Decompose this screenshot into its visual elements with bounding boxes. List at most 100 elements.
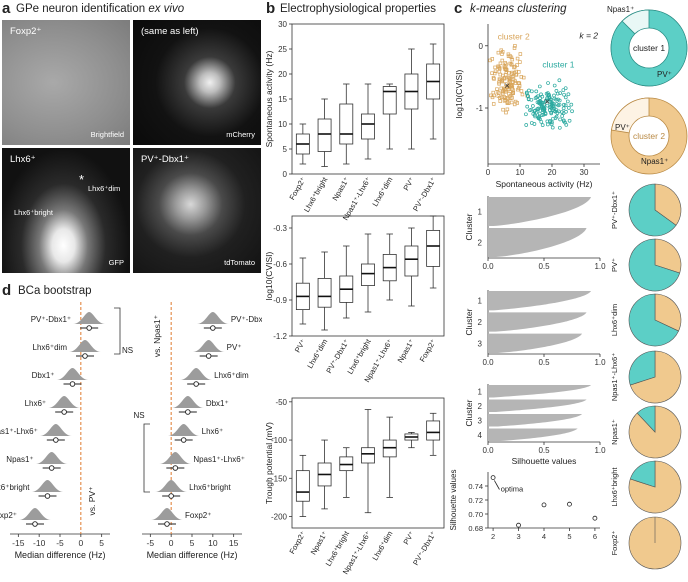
pie-label: Foxp2⁺ bbox=[610, 531, 619, 556]
y-tick-label: 30 bbox=[278, 20, 287, 29]
pie-label: Lhx6⁺dim bbox=[610, 304, 619, 336]
cluster1-point bbox=[553, 116, 558, 120]
row-label: Lhx6⁺bright bbox=[0, 483, 30, 492]
cluster1-point bbox=[555, 111, 560, 115]
pie-label: PV⁺ bbox=[610, 258, 619, 272]
cluster2-point bbox=[508, 93, 513, 98]
cluster1-point bbox=[525, 104, 530, 109]
micrograph-tdtomato: PV⁺-Dbx1⁺ tdTomato bbox=[133, 148, 261, 273]
cluster-index: 1 bbox=[478, 297, 483, 306]
cluster1-point bbox=[562, 92, 566, 97]
donut1-label-npas1: Npas1⁺ bbox=[607, 5, 634, 14]
x-tick-label: 0.0 bbox=[482, 446, 494, 455]
cluster1-point bbox=[554, 107, 558, 112]
star-annotation: * bbox=[79, 172, 85, 187]
cluster2-point bbox=[507, 71, 511, 75]
row-label: Lhx6⁺bright bbox=[189, 483, 231, 492]
cluster2-point bbox=[490, 95, 495, 100]
row-label: PV⁺ bbox=[227, 343, 242, 352]
row-label: PV⁺-Dbx1⁺ bbox=[231, 315, 262, 324]
y-axis-label: Cluster bbox=[464, 399, 474, 426]
cluster2-point bbox=[511, 77, 516, 82]
panel-d-label: d bbox=[2, 282, 12, 299]
donut1-hole bbox=[628, 27, 670, 69]
cluster1-point bbox=[537, 99, 541, 104]
y-tick-label: 0.74 bbox=[468, 482, 483, 491]
cluster2-point bbox=[505, 85, 510, 89]
cluster2-point bbox=[503, 73, 508, 77]
cluster1-point bbox=[570, 109, 574, 114]
panel-c-title: k-means clustering bbox=[470, 3, 567, 15]
cluster1-point bbox=[561, 88, 566, 92]
x-tick-label: 10 bbox=[208, 538, 218, 548]
median-point bbox=[180, 437, 187, 443]
box bbox=[361, 263, 375, 287]
cluster2-point bbox=[500, 58, 505, 63]
cluster1-point bbox=[564, 122, 569, 127]
cluster1-point bbox=[549, 110, 553, 115]
median-point bbox=[164, 521, 170, 527]
bootstrap-distribution bbox=[151, 508, 183, 520]
lhx6-bright-annotation: Lhx6⁺bright bbox=[14, 208, 53, 217]
y-tick-label: -0.3 bbox=[273, 224, 287, 233]
donut1-label-pv: PV⁺ bbox=[657, 70, 672, 79]
bootstrap-distribution bbox=[159, 452, 192, 464]
cluster1-point bbox=[524, 123, 529, 127]
row-label: Npas1⁺ bbox=[6, 455, 33, 464]
cluster2-point bbox=[488, 58, 492, 63]
bootstrap-distribution bbox=[73, 312, 106, 324]
micrograph-sublabel: Brightfield bbox=[90, 130, 124, 139]
cluster1-point bbox=[541, 108, 545, 112]
plot-frame bbox=[291, 215, 445, 337]
pie-slice-cluster2 bbox=[654, 238, 682, 274]
silhouette-band bbox=[488, 291, 592, 311]
cluster1-point bbox=[569, 102, 574, 107]
y-axis-label: log10(CVISI) bbox=[264, 252, 274, 301]
cluster1-point bbox=[551, 104, 556, 109]
silhouette-band bbox=[488, 197, 592, 226]
cluster2-point bbox=[512, 46, 517, 50]
cluster1-point bbox=[547, 93, 552, 97]
median-point bbox=[210, 325, 216, 331]
cluster2-point bbox=[518, 52, 523, 56]
x-tick-label: 2 bbox=[491, 532, 495, 541]
micrograph-sublabel: tdTomato bbox=[224, 258, 255, 267]
cluster2-point bbox=[497, 66, 502, 70]
median-point bbox=[86, 325, 92, 331]
cluster-index: 2 bbox=[478, 239, 483, 248]
y-axis-label: Silhouette values bbox=[449, 470, 458, 531]
cluster2-label: cluster 2 bbox=[498, 32, 530, 42]
x-tick-label: -15 bbox=[12, 538, 25, 548]
row-label: Npas1⁺-Lhx6⁺ bbox=[0, 427, 38, 436]
cluster2-point bbox=[516, 87, 520, 92]
x-tick-label: 1.0 bbox=[594, 262, 606, 271]
bootstrap-distribution bbox=[192, 340, 225, 352]
x-tick-label: Lhx6⁺dim bbox=[305, 338, 329, 370]
cluster-index: 3 bbox=[478, 416, 483, 425]
cluster2-point bbox=[519, 89, 524, 93]
ns-bracket bbox=[143, 423, 150, 493]
cluster2-point bbox=[508, 61, 512, 66]
x-axis-label: Number of clusters bbox=[508, 542, 579, 544]
cluster2-point bbox=[510, 57, 515, 62]
panel-a-label: a bbox=[2, 0, 11, 17]
pie-5 bbox=[628, 460, 682, 514]
box bbox=[426, 229, 441, 267]
box bbox=[382, 86, 397, 115]
median-point bbox=[32, 521, 38, 527]
box bbox=[361, 447, 375, 464]
micrograph-label: PV⁺-Dbx1⁺ bbox=[141, 154, 190, 165]
cluster1-point bbox=[558, 91, 563, 96]
x-tick-label: 4 bbox=[542, 532, 546, 541]
cluster1-point bbox=[562, 102, 566, 107]
cluster2-point bbox=[498, 99, 502, 103]
panel-d-bootstrap: -15 -10 -5 0 5 Median difference (Hz) PV⁺-Dbx1… bbox=[0, 302, 262, 560]
cluster1-point bbox=[527, 88, 531, 93]
cluster1-point bbox=[554, 102, 559, 106]
cluster2-point bbox=[496, 50, 501, 55]
cluster1-point bbox=[540, 123, 545, 127]
cluster1-point bbox=[529, 121, 534, 125]
centroid-marker: × bbox=[504, 81, 510, 92]
cluster2-point bbox=[493, 69, 498, 74]
pie-slice-cluster1 bbox=[628, 183, 677, 237]
